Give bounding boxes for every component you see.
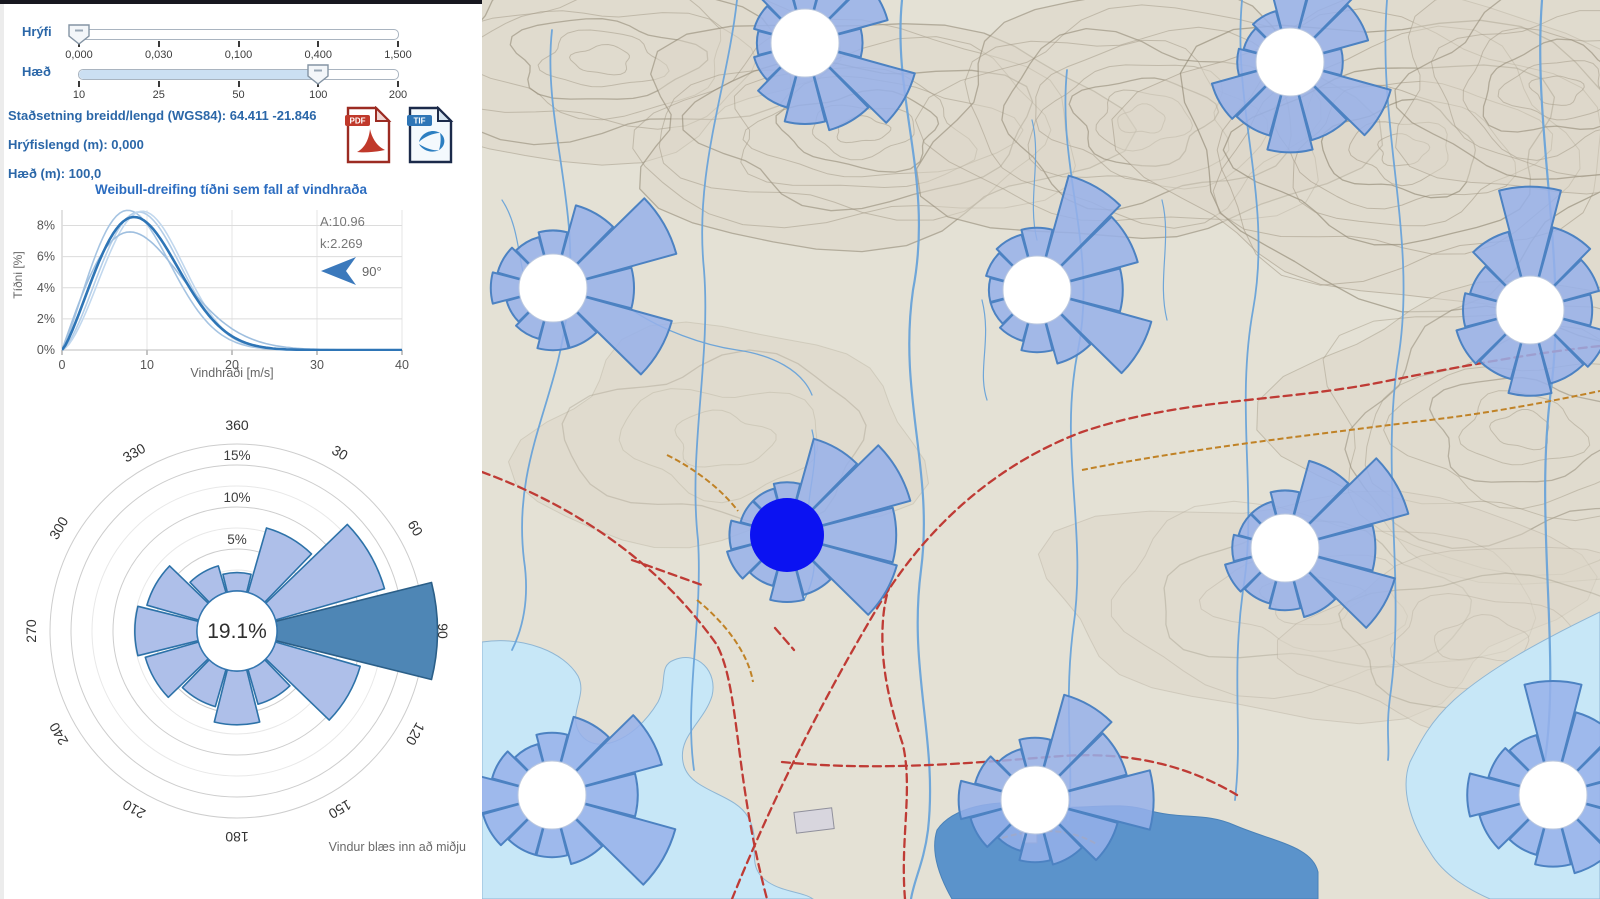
slider-tick-label: 0,030	[145, 49, 173, 61]
rose-direction-label: 120	[403, 720, 429, 748]
location-coordinates-text: Staðsetning breidd/lengd (WGS84): 64.411…	[8, 108, 316, 123]
slider-tick-label: 100	[309, 89, 327, 101]
svg-text:4%: 4%	[37, 281, 55, 295]
weibull-x-axis-label: Vindhraði [m/s]	[62, 366, 402, 380]
rose-direction-label: 90	[435, 623, 451, 639]
slider-tick-mark	[78, 81, 80, 87]
slider-tick-mark	[317, 41, 319, 47]
wind-atlas-app: Hrýfi 0,0000,0300,1000,4001,500 Hæð 1025…	[0, 0, 1600, 899]
rose-ring-label: 15%	[223, 448, 250, 463]
rose-direction-label: 270	[23, 619, 39, 643]
slider-tick-mark	[158, 81, 160, 87]
slider-tick-label: 10	[73, 89, 85, 101]
slider-tick-mark	[397, 41, 399, 47]
rose-direction-label: 330	[120, 440, 148, 466]
tif-download-icon[interactable]: TIF	[406, 106, 454, 164]
roughness-slider-label: Hrýfi	[22, 24, 52, 39]
rose-ring-label: 10%	[223, 490, 250, 505]
rose-ring-label: 5%	[227, 532, 247, 547]
svg-text:2%: 2%	[37, 312, 55, 326]
height-slider-ticks: 102550100200	[79, 70, 398, 79]
map-rose-center[interactable]	[518, 761, 586, 829]
rose-center-label: 19.1%	[207, 620, 267, 643]
height-value-text: Hæð (m): 100,0	[8, 166, 101, 181]
svg-text:TIF: TIF	[414, 117, 426, 126]
slider-tick-label: 0,400	[304, 49, 332, 61]
weibull-annotation: A:10.96 k:2.269 90°	[320, 214, 382, 285]
slider-tick-label: 25	[153, 89, 165, 101]
map-rose-center[interactable]	[519, 254, 587, 322]
roughness-slider-track[interactable]: 0,0000,0300,1000,4001,500	[78, 29, 399, 40]
rose-direction-label: 30	[329, 442, 351, 464]
rose-direction-label: 240	[46, 720, 72, 748]
slider-tick-label: 1,500	[384, 49, 412, 61]
wind-rose-chart: 19.1% 5% 10% 15% 360 30 60 90 120 150 180 210 240 270…	[0, 392, 482, 874]
rose-direction-label: 180	[225, 829, 249, 845]
rose-direction-label: 60	[405, 517, 427, 539]
svg-text:8%: 8%	[37, 219, 55, 233]
map-rose-center[interactable]	[1256, 28, 1324, 96]
rose-direction-label: 360	[225, 417, 249, 433]
svg-text:6%: 6%	[37, 250, 55, 264]
svg-text:A:10.96: A:10.96	[320, 214, 365, 229]
rose-direction-label: 210	[120, 797, 148, 823]
svg-text:90°: 90°	[362, 264, 382, 279]
slider-tick-label: 0,100	[225, 49, 253, 61]
map-rose-center[interactable]	[1519, 761, 1587, 829]
roughness-slider-ticks: 0,0000,0300,1000,4001,500	[79, 30, 398, 39]
slider-tick-label: 200	[389, 89, 407, 101]
selected-point-dot[interactable]	[750, 498, 824, 572]
height-slider-track[interactable]: 102550100200	[78, 69, 399, 80]
map-rose-center[interactable]	[1251, 514, 1319, 582]
height-slider-handle[interactable]	[307, 64, 329, 85]
map-rose-center[interactable]	[1001, 766, 1069, 834]
weibull-chart: 0102030400%2%4%6%8%A:10.96k:2.26990°	[0, 200, 482, 392]
map-rose-center[interactable]	[771, 9, 839, 77]
wind-rose-caption: Vindur blæs inn að miðju	[329, 840, 466, 854]
map-rose-center[interactable]	[1003, 256, 1071, 324]
weibull-chart-title: Weibull-dreifing tíðni sem fall af vindh…	[0, 182, 462, 197]
map-rose-center[interactable]	[1496, 276, 1564, 344]
slider-tick-mark	[397, 81, 399, 87]
svg-text:0%: 0%	[37, 343, 55, 357]
svg-text:PDF: PDF	[350, 117, 366, 126]
slider-tick-label: 50	[232, 89, 244, 101]
roughness-slider-handle[interactable]	[68, 24, 90, 45]
wind-direction-arrow-icon	[321, 257, 356, 285]
rose-direction-label: 150	[326, 797, 354, 823]
rose-direction-label: 300	[46, 514, 72, 542]
control-panel: Hrýfi 0,0000,0300,1000,4001,500 Hæð 1025…	[0, 0, 482, 899]
building-footprint	[794, 808, 834, 833]
slider-tick-mark	[238, 81, 240, 87]
slider-tick-mark	[238, 41, 240, 47]
svg-text:k:2.269: k:2.269	[320, 236, 363, 251]
pdf-download-icon[interactable]: PDF	[344, 106, 392, 164]
rose-sector-360	[223, 573, 251, 593]
height-slider-label: Hæð	[22, 64, 51, 79]
slider-tick-mark	[158, 41, 160, 47]
roughness-length-text: Hrýfislengd (m): 0,000	[8, 137, 144, 152]
map[interactable]	[482, 0, 1600, 899]
slider-tick-label: 0,000	[65, 49, 93, 61]
